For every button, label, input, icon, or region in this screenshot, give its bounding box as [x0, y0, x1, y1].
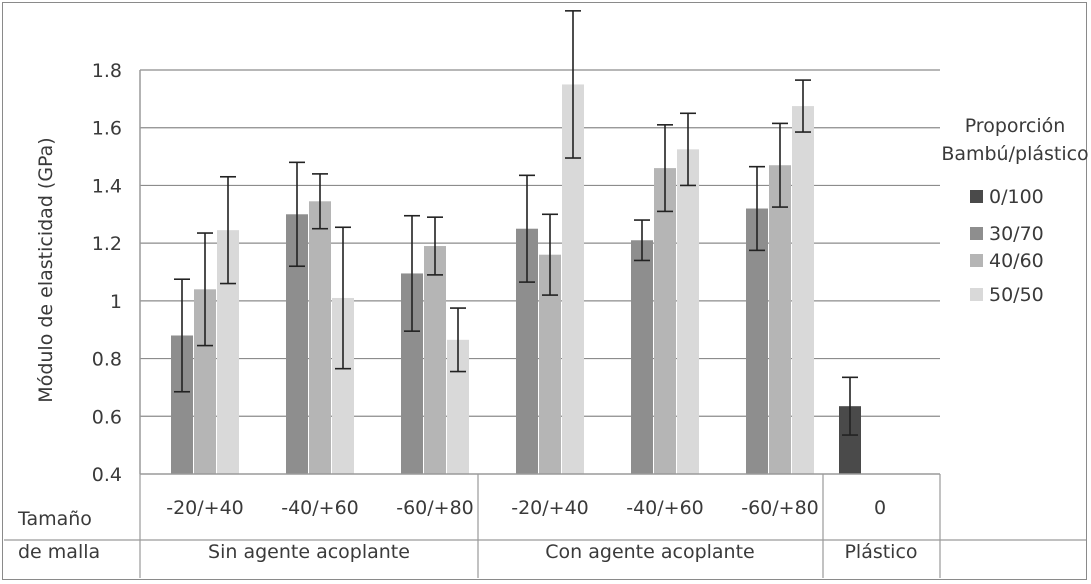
bar-30-70: [286, 214, 308, 475]
error-bar: [542, 213, 558, 296]
y-axis-label: Módulo de elasticidad (GPa): [35, 137, 57, 402]
y-tick-label: 0.6: [92, 406, 122, 428]
bar-50-50: [447, 339, 469, 474]
error-bar: [220, 175, 236, 285]
bar-30-70: [171, 335, 193, 474]
y-tick-label: 0.4: [92, 464, 122, 486]
bar-40-60: [769, 165, 791, 474]
y-tick-label: 1: [110, 291, 122, 313]
bar-30-70: [746, 208, 768, 474]
error-bar: [565, 10, 581, 159]
legend: Proporción Bambú/plástico 0/100 30/70 40/6…: [941, 115, 1088, 306]
y-tick-labels: 0.4 0.6 0.8 1 1.2 1.4 1.6 1.8: [92, 60, 122, 486]
bar-40-60: [309, 201, 331, 475]
category-labels: -20/+40 -40/+60 -60/+80 -20/+40 -40/+60 -60/+…: [166, 497, 886, 519]
category-label: -60/+80: [396, 497, 474, 519]
row-label-line1: Tamaño: [17, 508, 92, 530]
bar-50-50: [677, 149, 699, 474]
group-label: Plástico: [844, 541, 917, 563]
group-label: Con agente acoplante: [545, 541, 754, 563]
error-bar: [680, 112, 696, 187]
legend-title-line2: Bambú/plástico: [941, 143, 1088, 165]
bar-50-50: [332, 297, 354, 474]
error-bar: [795, 79, 811, 133]
error-bar: [634, 219, 650, 262]
bar-50-50: [562, 84, 584, 474]
category-label: -20/+40: [511, 497, 589, 519]
legend-swatch: [970, 227, 983, 240]
legend-title-line1: Proporción: [965, 115, 1066, 137]
bar-50-50: [792, 106, 814, 475]
bar-40-60: [194, 289, 216, 474]
bar-40-60: [539, 254, 561, 474]
legend-swatch: [970, 288, 983, 301]
category-label: 0: [874, 497, 886, 519]
group-labels: Sin agente acoplante Con agente acoplante…: [208, 541, 918, 563]
legend-label: 50/50: [989, 284, 1044, 306]
legend-swatch: [970, 254, 983, 267]
bar-0-100: [839, 406, 861, 474]
category-label: -60/+80: [741, 497, 819, 519]
bar-30-70: [631, 240, 653, 474]
error-bar: [519, 174, 535, 283]
row-label-line2: de malla: [18, 541, 100, 563]
error-bar: [427, 216, 443, 276]
error-bar: [197, 232, 213, 347]
legend-label: 0/100: [989, 186, 1044, 208]
y-tick-label: 1.8: [92, 60, 122, 82]
category-label: -40/+60: [626, 497, 704, 519]
error-bar: [335, 226, 351, 370]
error-bar: [312, 173, 328, 230]
error-bar: [772, 122, 788, 208]
bar-30-70: [401, 273, 423, 474]
error-bar: [842, 376, 858, 436]
legend-swatch: [970, 190, 983, 203]
error-bar: [174, 278, 190, 393]
group-label: Sin agente acoplante: [208, 541, 410, 563]
y-tick-label: 1.6: [92, 118, 122, 140]
y-tick-label: 1.4: [92, 175, 122, 197]
category-label: -40/+60: [281, 497, 359, 519]
axes-layer: [139, 70, 940, 475]
bar-40-60: [424, 246, 446, 474]
category-table: Tamaño de malla: [4, 474, 1086, 578]
bar-40-60: [654, 168, 676, 474]
error-bar: [289, 161, 305, 268]
error-bar: [404, 214, 420, 332]
error-bar: [749, 165, 765, 252]
y-tick-label: 0.8: [92, 349, 122, 371]
error-bar: [450, 307, 466, 373]
bar-30-70: [516, 228, 538, 474]
bars-layer: [171, 84, 861, 475]
legend-label: 30/70: [989, 223, 1044, 245]
y-tick-label: 1.2: [92, 233, 122, 255]
legend-label: 40/60: [989, 250, 1044, 272]
category-label: -20/+40: [166, 497, 244, 519]
error-bar: [657, 124, 673, 213]
error-bars-layer: [174, 10, 858, 436]
bar-50-50: [217, 230, 239, 474]
